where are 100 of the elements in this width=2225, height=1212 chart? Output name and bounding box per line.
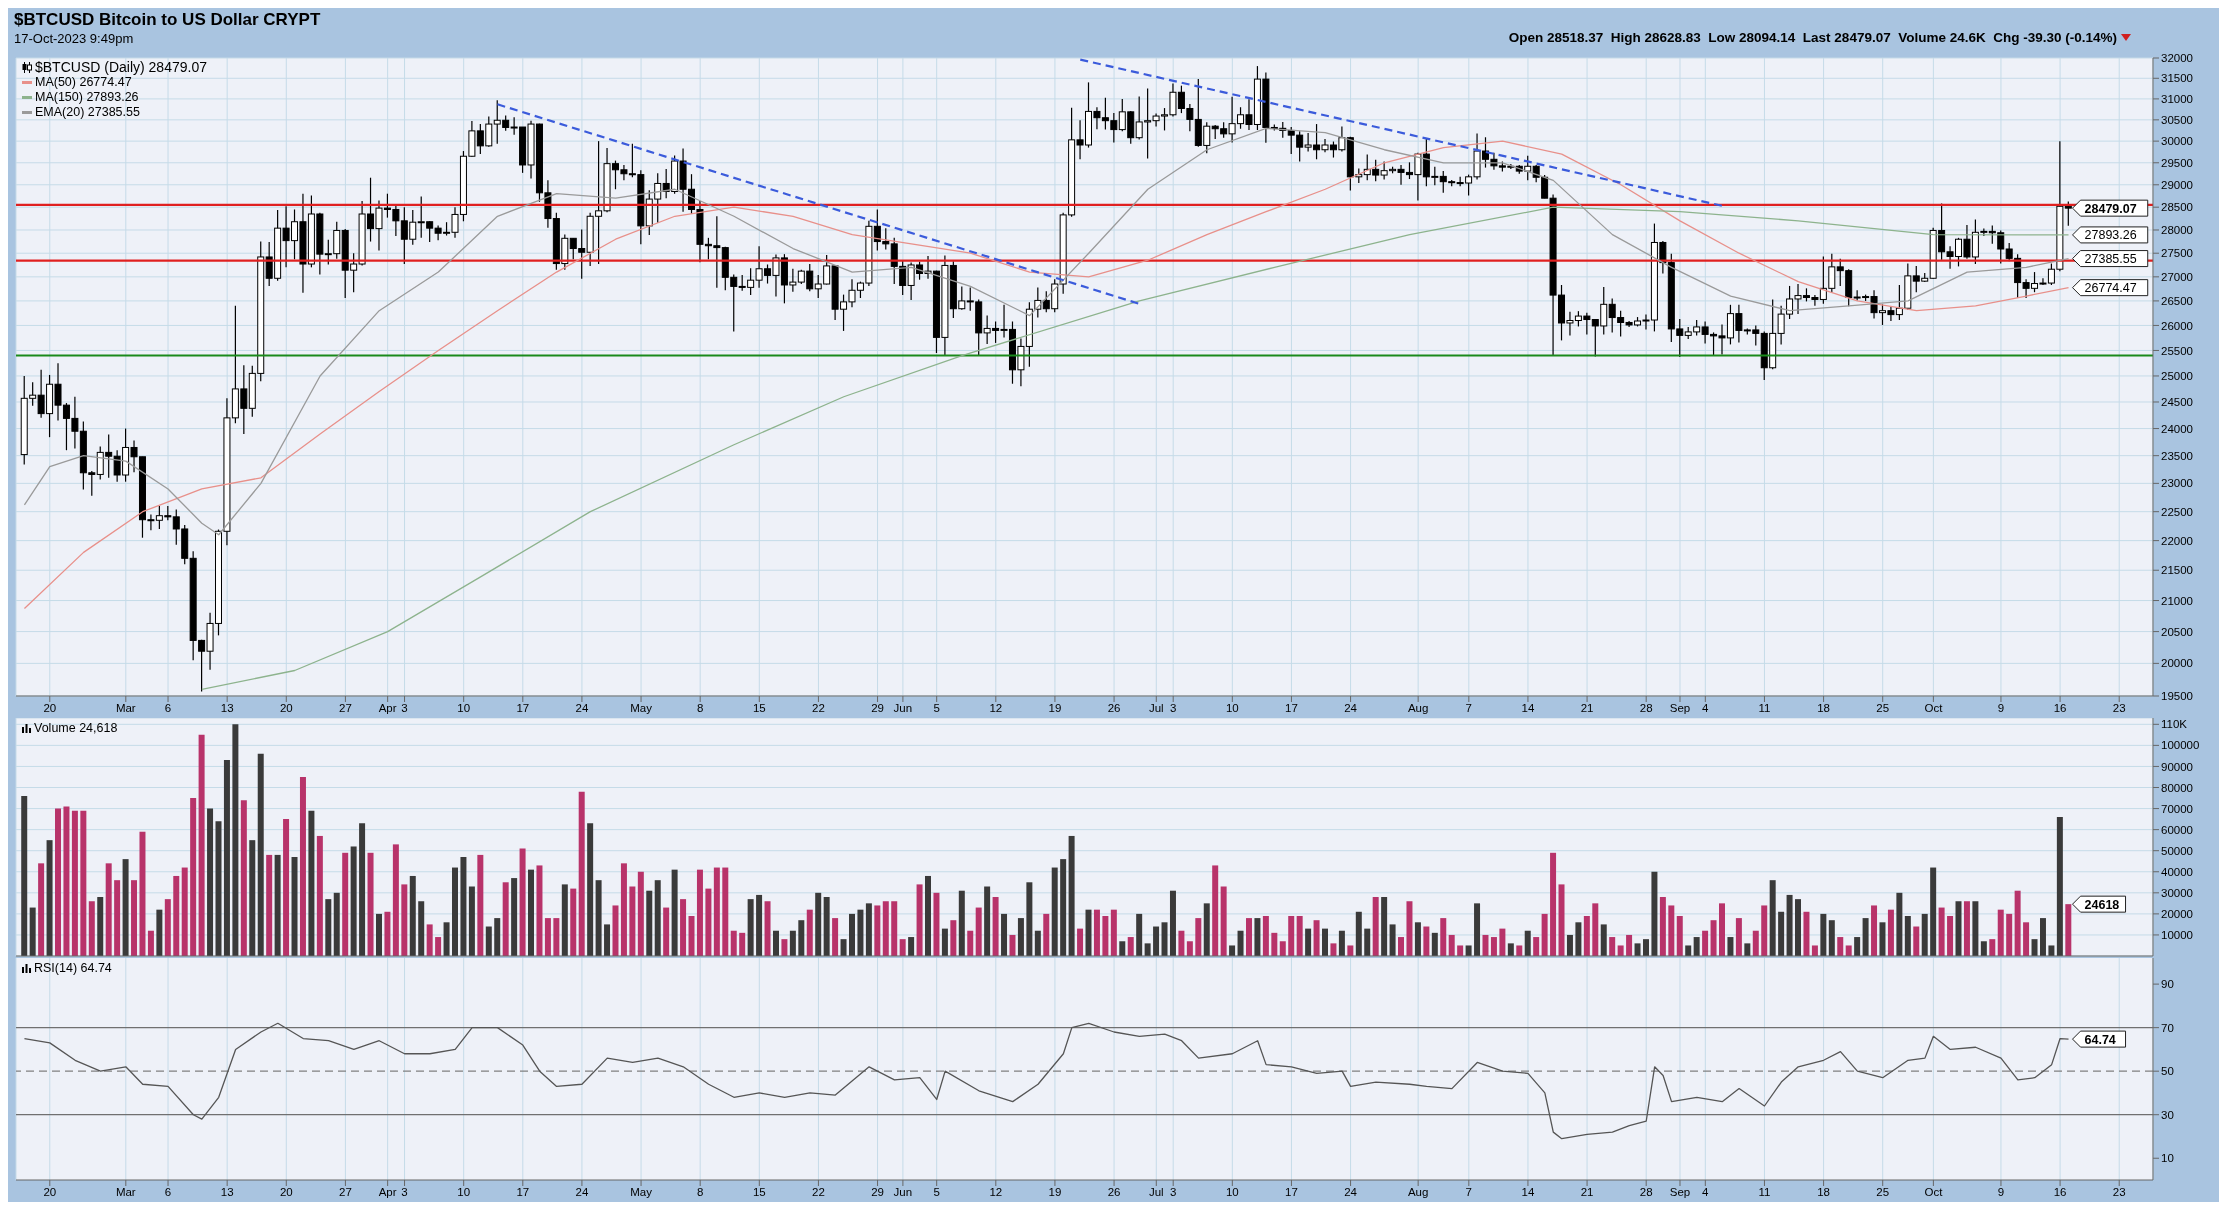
bar — [1862, 918, 1869, 956]
bar — [722, 867, 729, 956]
bar — [1837, 937, 1844, 956]
x-tick-label: 25 — [1876, 1186, 1890, 1199]
bar — [283, 819, 290, 956]
bar — [1778, 911, 1785, 956]
bar — [181, 867, 188, 956]
x-tick-label: Oct — [1924, 702, 1944, 715]
x-tick-label: 18 — [1817, 1186, 1830, 1199]
x-tick-label: 12 — [989, 702, 1003, 715]
bar — [249, 840, 256, 956]
bar — [452, 867, 458, 956]
bar — [1271, 932, 1278, 956]
bar — [1330, 943, 1337, 956]
x-tick-label: 23 — [2112, 1186, 2126, 1199]
x-tick-label: 29 — [871, 702, 884, 715]
bar — [1465, 945, 1472, 956]
chart-title: Volume 24,618 — [33, 721, 118, 735]
bar — [806, 909, 813, 956]
x-tick-label: 24 — [1344, 702, 1358, 715]
annotation: 27893.26 — [2084, 228, 2137, 243]
bar — [1068, 835, 1075, 956]
bar — [1989, 939, 1996, 956]
y-tick-label: 80000 — [2161, 781, 2193, 794]
bar — [105, 863, 112, 956]
bar — [1651, 871, 1658, 956]
bar — [1609, 937, 1616, 956]
bar — [1203, 903, 1210, 956]
y-tick-label: 21500 — [2161, 564, 2193, 577]
y-tick-label: 60000 — [2161, 823, 2193, 836]
x-tick-label: 15 — [752, 1186, 766, 1199]
y-tick-label: 29500 — [2161, 156, 2193, 169]
bar — [1161, 922, 1168, 956]
bar — [426, 924, 433, 956]
bar — [1702, 930, 1709, 956]
annotation: 24618 — [2084, 897, 2120, 912]
bar — [857, 909, 864, 956]
bar — [1178, 930, 1185, 956]
x-tick-label: Apr — [378, 1186, 397, 1199]
bar — [1693, 937, 1700, 956]
y-tick-label: 90 — [2161, 978, 2174, 991]
bar — [1009, 934, 1016, 956]
legend-label: MA(150) 27893.26 — [35, 90, 139, 105]
bar — [916, 884, 923, 956]
chart-title: RSI(14) 64.74 — [33, 961, 112, 975]
y-tick-label: 50 — [2161, 1065, 2174, 1078]
bar — [1963, 901, 1970, 956]
bar — [620, 863, 627, 956]
bar — [984, 886, 991, 956]
x-tick-label: Sep — [1669, 1186, 1691, 1199]
bar — [1634, 943, 1641, 956]
bar — [2065, 904, 2072, 956]
bar — [975, 907, 982, 956]
x-tick-label: 4 — [1702, 1186, 1710, 1199]
x-tick-label: 19 — [1048, 1186, 1062, 1199]
bar — [1406, 901, 1413, 956]
bar — [882, 901, 889, 956]
bar — [553, 918, 560, 956]
bar — [2031, 939, 2038, 956]
bar — [528, 869, 535, 956]
bar — [1786, 894, 1793, 956]
bar — [629, 886, 636, 956]
x-tick-label: 11 — [1758, 1186, 1771, 1199]
bar — [899, 939, 906, 956]
bar — [1490, 937, 1497, 956]
x-tick-label: 5 — [933, 702, 940, 715]
bar — [1659, 897, 1666, 956]
bar — [840, 939, 847, 956]
bar — [1955, 901, 1962, 956]
bar — [578, 791, 585, 956]
x-tick-label: 24 — [575, 702, 589, 715]
x-tick-label: 24 — [575, 1186, 589, 1199]
annotation: 64.74 — [2084, 1032, 2116, 1047]
y-tick-label: 70 — [2161, 1021, 2174, 1034]
x-tick-label: 17 — [1285, 1186, 1298, 1199]
x-tick-label: Aug — [1407, 702, 1429, 715]
x-tick-label: 17 — [516, 1186, 530, 1199]
bar — [1541, 913, 1548, 956]
bar — [71, 810, 78, 956]
bar — [511, 878, 518, 956]
bar — [739, 932, 746, 956]
x-tick-label: 7 — [1465, 1186, 1473, 1199]
bar — [46, 840, 53, 956]
bar — [1744, 943, 1751, 956]
bar — [1626, 934, 1633, 956]
bar — [1845, 945, 1852, 956]
y-tick-label: 19500 — [2161, 690, 2193, 703]
bar — [401, 884, 408, 956]
bar — [1001, 913, 1008, 956]
x-tick-label: 13 — [220, 702, 234, 715]
y-tick-label: 20500 — [2161, 625, 2193, 638]
bar — [1110, 909, 1117, 956]
bar — [1803, 911, 1810, 956]
bar — [1533, 937, 1540, 956]
bar — [1795, 899, 1802, 956]
bar — [1313, 920, 1320, 956]
annotation: 27385.55 — [2084, 252, 2137, 267]
bar — [198, 734, 205, 956]
bar — [1997, 909, 2004, 956]
bar — [1136, 913, 1143, 956]
